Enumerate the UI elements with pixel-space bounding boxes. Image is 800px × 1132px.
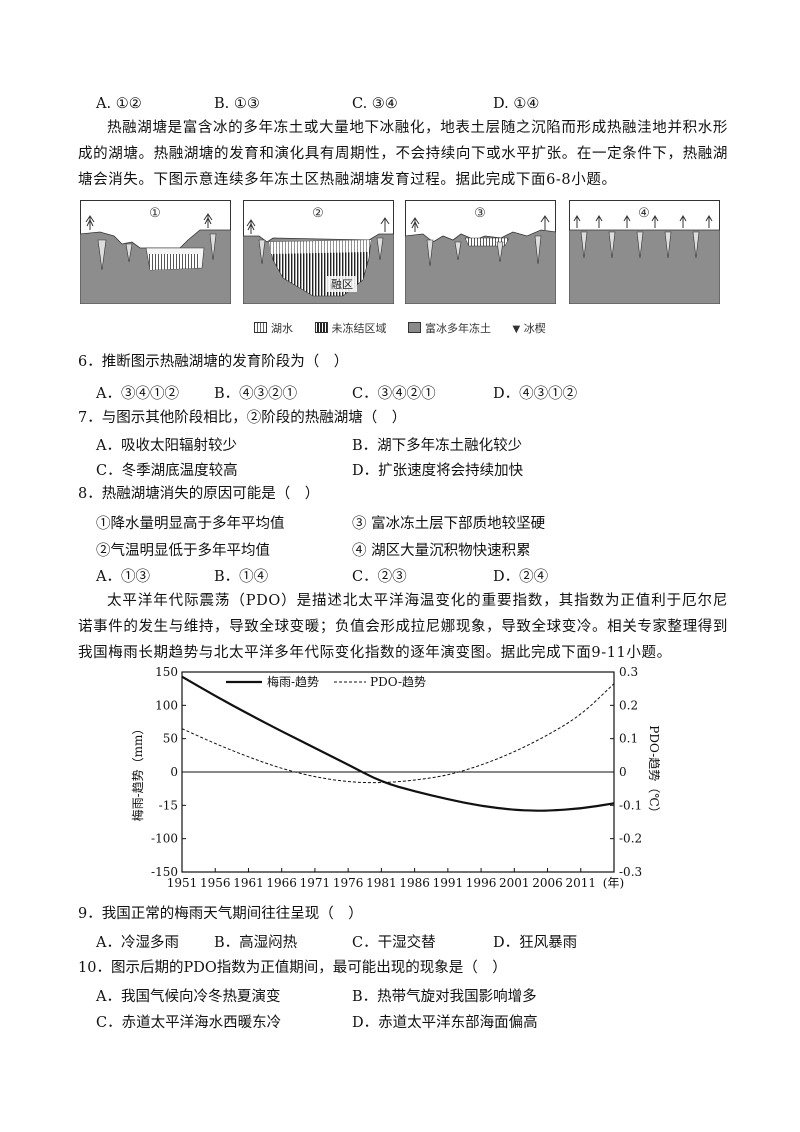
ice-wedge-icon: ▼ — [512, 324, 521, 335]
y-right-tick-label: 0.2 — [619, 698, 638, 712]
passage-pdo: 太平洋年代际震荡（PDO）是描述北太平洋海温变化的重要指数，其指数为正值利于厄尔… — [78, 593, 728, 661]
meiyu-pdo-trend-chart: 150 100 50 0 -15 -100 -150 0.3 0.2 0.1 0 -0.1 -0.2 -0… — [130, 665, 660, 890]
meiyu-trend-line — [181, 675, 615, 812]
x-tick-label: 1956 — [200, 876, 231, 890]
q6-option-c: C．③④②① — [352, 386, 436, 402]
y-right-tick-label: 0.3 — [619, 665, 638, 679]
x-tick-label: 2006 — [532, 876, 563, 890]
figure-panel-1: ① — [80, 200, 231, 304]
q8-statement-1: ①降水量明显高于多年平均值 — [96, 516, 285, 532]
legend-pdo-label: PDO-趋势 — [370, 675, 426, 689]
q5-option-a: A. ①② — [96, 96, 142, 112]
passage-thermokarst: 热融湖塘是富含冰的多年冻土或大量地下冰融化，地表土层随之沉陷而形成热融洼地并积水… — [78, 120, 728, 188]
y-right-tick-label: 0 — [619, 765, 627, 779]
x-tick-label: 1961 — [233, 876, 264, 890]
x-tick-label: 2011 — [565, 876, 596, 890]
q7-option-a: A．吸收太阳辐射较少 — [96, 438, 237, 454]
y-left-tick-label: -150 — [151, 865, 178, 879]
x-tick-label: 2001 — [499, 876, 530, 890]
q5-option-d: D. ①④ — [493, 96, 540, 112]
y-left-tick-label: 0 — [170, 765, 178, 779]
panel-3-label: ③ — [474, 206, 486, 221]
pdo-trend-line — [181, 683, 615, 784]
y-left-tick-label: -100 — [151, 832, 178, 846]
q9-option-c: C．干湿交替 — [352, 935, 436, 951]
q10-option-b: B．热带气旋对我国影响增多 — [352, 989, 537, 1005]
panel-2-label: ② — [312, 206, 324, 221]
y-left-axis-label: 梅雨-趋势（mm） — [130, 723, 145, 822]
q10-stem: 10．图示后期的PDO指数为正值期间，最可能出现的现象是（ ） — [78, 960, 507, 976]
x-tick-label: 1981 — [366, 876, 397, 890]
q8-option-a: A．①③ — [96, 569, 150, 585]
q5-option-b: B. ①③ — [214, 96, 260, 112]
melt-zone-label: 融区 — [331, 278, 353, 291]
x-tick-label: 1971 — [300, 876, 331, 890]
panel-1-label: ① — [149, 206, 161, 221]
legend-ice-wedge: ▼ 冰楔 — [512, 322, 546, 335]
figure-panel-2: 融区 ② — [243, 200, 394, 304]
y-left-tick-label: 150 — [155, 665, 178, 679]
q6-option-d: D．④③①② — [493, 386, 578, 402]
q7-option-b: B．湖下多年冻土融化较少 — [352, 438, 523, 454]
q8-stem: 8．热融湖塘消失的原因可能是（ ） — [78, 486, 320, 502]
q8-option-d: D．②④ — [493, 569, 549, 585]
panel-4-label: ④ — [638, 206, 650, 221]
x-tick-label: 1986 — [399, 876, 430, 890]
q10-option-d: D．赤道太平洋东部海面偏高 — [352, 1015, 538, 1031]
y-left-tick-label: -15 — [159, 798, 178, 812]
q9-option-b: B．高湿闷热 — [214, 935, 298, 951]
figure-panel-4: ④ — [569, 200, 720, 304]
figure-legend: 湖水 未冻结区域 富冰多年冻土 ▼ 冰楔 — [254, 320, 564, 336]
legend-unfrozen-zone: 未冻结区域 — [314, 322, 387, 335]
q8-statement-4: ④ 湖区大量沉积物快速积累 — [352, 543, 531, 559]
y-left-tick-label: 100 — [155, 698, 178, 712]
x-tick-label: 1951 — [167, 876, 198, 890]
legend-lake-water: 湖水 — [254, 322, 293, 335]
x-tick-label: 1966 — [266, 876, 297, 890]
q10-option-c: C．赤道太平洋海水西暖东冷 — [96, 1015, 282, 1031]
legend-meiyu-label: 梅雨-趋势 — [267, 674, 319, 689]
y-left-tick-label: 50 — [163, 732, 178, 746]
q6-stem: 6．推断图示热融湖塘的发育阶段为（ ） — [78, 354, 349, 370]
figure-panel-3: ③ — [405, 200, 556, 304]
q8-option-c: C．②③ — [352, 569, 407, 585]
q6-option-a: A．③④①② — [96, 386, 179, 402]
legend-permafrost: 富冰多年冻土 — [408, 322, 491, 335]
y-right-tick-label: -0.1 — [619, 798, 642, 812]
y-right-tick-label: -0.3 — [619, 865, 642, 879]
q7-option-d: D．扩张速度将会持续加快 — [352, 463, 524, 479]
q10-option-a: A．我国气候向冷冬热夏演变 — [96, 989, 281, 1005]
y-right-tick-label: -0.2 — [619, 832, 642, 846]
q5-option-c: C. ③④ — [352, 96, 398, 112]
x-tick-label: 1976 — [333, 876, 364, 890]
x-tick-label: 1996 — [466, 876, 497, 890]
x-tick-label: 1991 — [433, 876, 464, 890]
q8-statement-2: ②气温明显低于多年平均值 — [96, 543, 270, 559]
q9-option-d: D．狂风暴雨 — [493, 935, 578, 951]
q6-option-b: B．④③②① — [214, 386, 298, 402]
x-unit-label: (年) — [603, 876, 624, 890]
q8-option-b: B．①④ — [214, 569, 269, 585]
q9-option-a: A．冷湿多雨 — [96, 935, 179, 951]
y-right-tick-label: 0.1 — [619, 732, 638, 746]
y-right-axis-label: PDO-趋势（℃） — [647, 725, 660, 818]
q7-option-c: C．冬季湖底温度较高 — [96, 463, 238, 479]
q8-statement-3: ③ 富冰冻土层下部质地较坚硬 — [352, 516, 546, 532]
q7-stem: 7．与图示其他阶段相比，②阶段的热融湖塘（ ） — [78, 410, 407, 426]
q9-stem: 9．我国正常的梅雨天气期间往往呈现（ ） — [78, 906, 363, 922]
